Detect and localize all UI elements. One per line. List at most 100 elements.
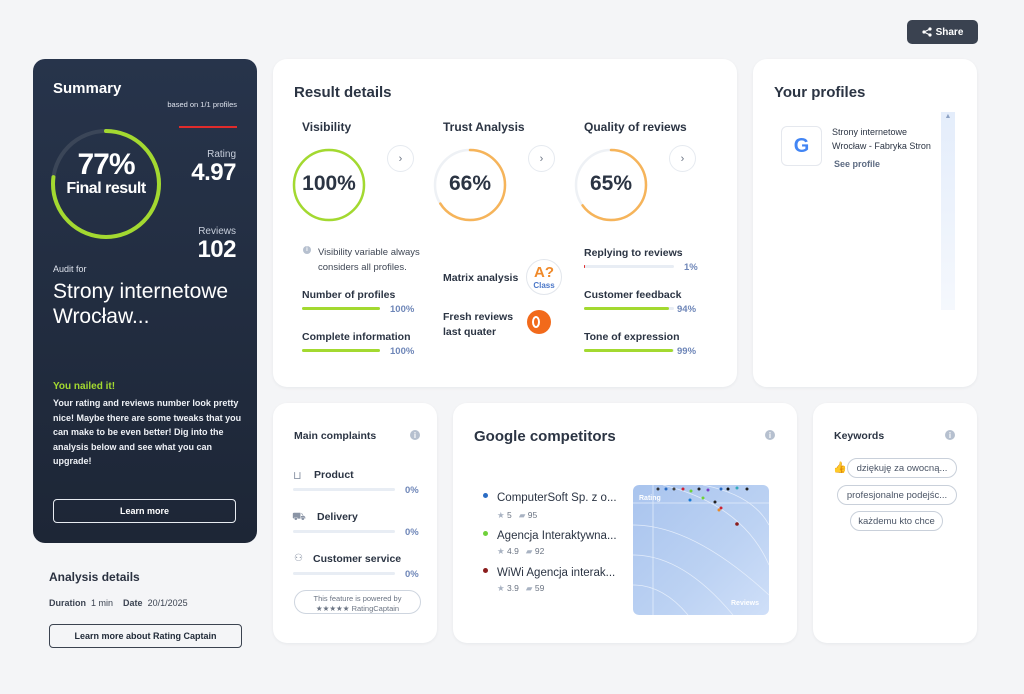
your-profiles-card — [753, 59, 977, 387]
competitor-dot — [483, 568, 488, 573]
competitor-dot — [483, 531, 488, 536]
tone-label: Tone of expression — [584, 331, 680, 343]
visibility-note: Visibility variable always considers all… — [318, 247, 420, 273]
google-logo-icon: G — [781, 126, 822, 166]
competitor-dot — [483, 493, 488, 498]
chart-rating-label: Rating — [639, 495, 661, 502]
complaint-product-pct: 0% — [405, 485, 419, 496]
tone-pct: 99% — [677, 346, 697, 357]
info-icon[interactable]: i — [765, 430, 775, 440]
chart-reviews-label: Reviews — [731, 600, 759, 607]
info-icon[interactable]: i — [410, 430, 420, 440]
visibility-value: 100% — [302, 172, 356, 195]
visibility-details-button[interactable]: › — [387, 145, 414, 172]
quality-value: 65% — [589, 172, 633, 195]
reviews-value: 102 — [197, 236, 236, 263]
trust-details-button[interactable]: › — [528, 145, 555, 172]
thumbs-up-icon: 👍 — [833, 462, 847, 474]
your-profiles-title: Your profiles — [774, 84, 866, 101]
complaint-product-bar — [293, 488, 395, 491]
chevron-right-icon: › — [539, 152, 544, 165]
info-icon: i — [303, 246, 311, 254]
nailed-heading: You nailed it! — [53, 381, 116, 392]
date-label: Date — [123, 598, 143, 608]
share-label: Share — [935, 26, 964, 38]
summary-description: Your rating and reviews number look pret… — [53, 398, 242, 466]
learn-more-rating-captain-button[interactable]: Learn more about Rating Captain — [49, 624, 242, 648]
replying-pct: 1% — [684, 262, 698, 273]
keyword-chip[interactable]: każdemu kto chce — [850, 511, 943, 531]
competitor-points — [656, 486, 749, 526]
complete-information-bar — [302, 349, 380, 352]
competitor-rating: 3.9 — [507, 583, 519, 593]
complaint-service-bar — [293, 572, 395, 575]
google-competitors-title: Google competitors — [474, 428, 616, 445]
result-details-card — [273, 59, 737, 387]
quality-gauge — [574, 148, 648, 222]
fresh-reviews-indicator — [527, 310, 551, 334]
profile-name: Strony internetowe Wrocław - Fabryka Str… — [832, 127, 931, 151]
competitor-name: ComputerSoft Sp. z o... — [497, 492, 617, 504]
competitor-reviews: 59 — [534, 583, 545, 593]
trust-title: Trust Analysis — [443, 120, 525, 134]
replying-label: Replying to reviews — [584, 247, 683, 259]
competitor-name: Agencja Interaktywna... — [497, 530, 617, 542]
keywords-title: Keywords — [834, 430, 885, 442]
complete-information-pct: 100% — [390, 346, 415, 357]
complaint-service-pct: 0% — [405, 569, 419, 580]
competitor-meta: ★ 3.9 ▰ 59 — [497, 583, 544, 594]
keyword-chip[interactable]: dziękuję za owocną... — [847, 458, 957, 478]
learn-more-button[interactable]: Learn more — [53, 499, 236, 523]
share-icon — [921, 27, 932, 37]
person-icon: ⚇ — [294, 553, 303, 564]
matrix-badge-letter: A? — [534, 264, 554, 281]
powered-by-badge: This feature is powered by ★★★★★ RatingC… — [294, 590, 421, 614]
complaint-delivery-label: Delivery — [317, 511, 358, 523]
final-result-label: Final result — [66, 180, 146, 197]
competitor-grid: Rating Reviews — [633, 485, 769, 615]
matrix-badge-class: Class — [533, 281, 555, 290]
summary-accent-line — [179, 126, 237, 128]
matrix-class-badge: A? Class — [526, 259, 562, 295]
trust-value: 66% — [448, 172, 492, 195]
tone-bar — [584, 349, 674, 352]
complete-information-label: Complete information — [302, 331, 411, 343]
competitor-reviews: 95 — [527, 510, 538, 520]
competitor-rating: 5 — [507, 510, 512, 520]
trust-gauge — [433, 148, 507, 222]
see-profile-link[interactable]: See profile — [834, 159, 881, 169]
quality-title: Quality of reviews — [584, 120, 687, 134]
feedback-label: Customer feedback — [584, 289, 682, 301]
audit-name: Strony internetowe Wrocław... — [53, 280, 229, 328]
star-icon: ★ — [497, 583, 505, 593]
share-button[interactable]: Share — [907, 20, 978, 44]
result-details-title: Result details — [294, 84, 392, 101]
keyword-chip[interactable]: profesjonalne podejśc... — [837, 485, 957, 505]
feedback-bar — [584, 307, 674, 310]
star-icon: ★ — [497, 546, 505, 556]
reviews-label: Reviews — [198, 226, 236, 237]
info-icon[interactable]: i — [945, 430, 955, 440]
based-on-text: based on 1/1 profiles — [167, 100, 237, 109]
quality-details-button[interactable]: › — [669, 145, 696, 172]
final-result-percent: 77% — [77, 148, 135, 181]
competitor-meta: ★ 5 ▰ 95 — [497, 510, 537, 521]
main-complaints-title: Main complaints — [294, 430, 377, 442]
complaint-delivery-pct: 0% — [405, 527, 419, 538]
comment-icon: ▰ — [525, 546, 533, 556]
final-result-ring — [51, 129, 161, 239]
replying-bar — [584, 265, 674, 268]
summary-card: Summary based on 1/1 profiles 77% Final … — [33, 59, 257, 543]
duration-label: Duration — [49, 598, 86, 608]
competitor-map-chart: Rating Reviews — [633, 485, 769, 615]
scroll-up-icon[interactable]: ▲ — [944, 113, 952, 120]
rating-label: Rating — [207, 149, 236, 160]
delivery-icon: ⛟ — [292, 511, 306, 523]
complaint-delivery-bar — [293, 530, 395, 533]
profiles-scrollbar[interactable]: ▲ — [941, 112, 955, 310]
visibility-title: Visibility — [302, 120, 352, 134]
complaint-product-label: Product — [314, 469, 354, 481]
fresh-reviews-label: Fresh reviews last quater — [443, 311, 514, 338]
final-result-text: 77% Final result — [49, 150, 163, 198]
date-value: 20/1/2025 — [147, 598, 188, 608]
